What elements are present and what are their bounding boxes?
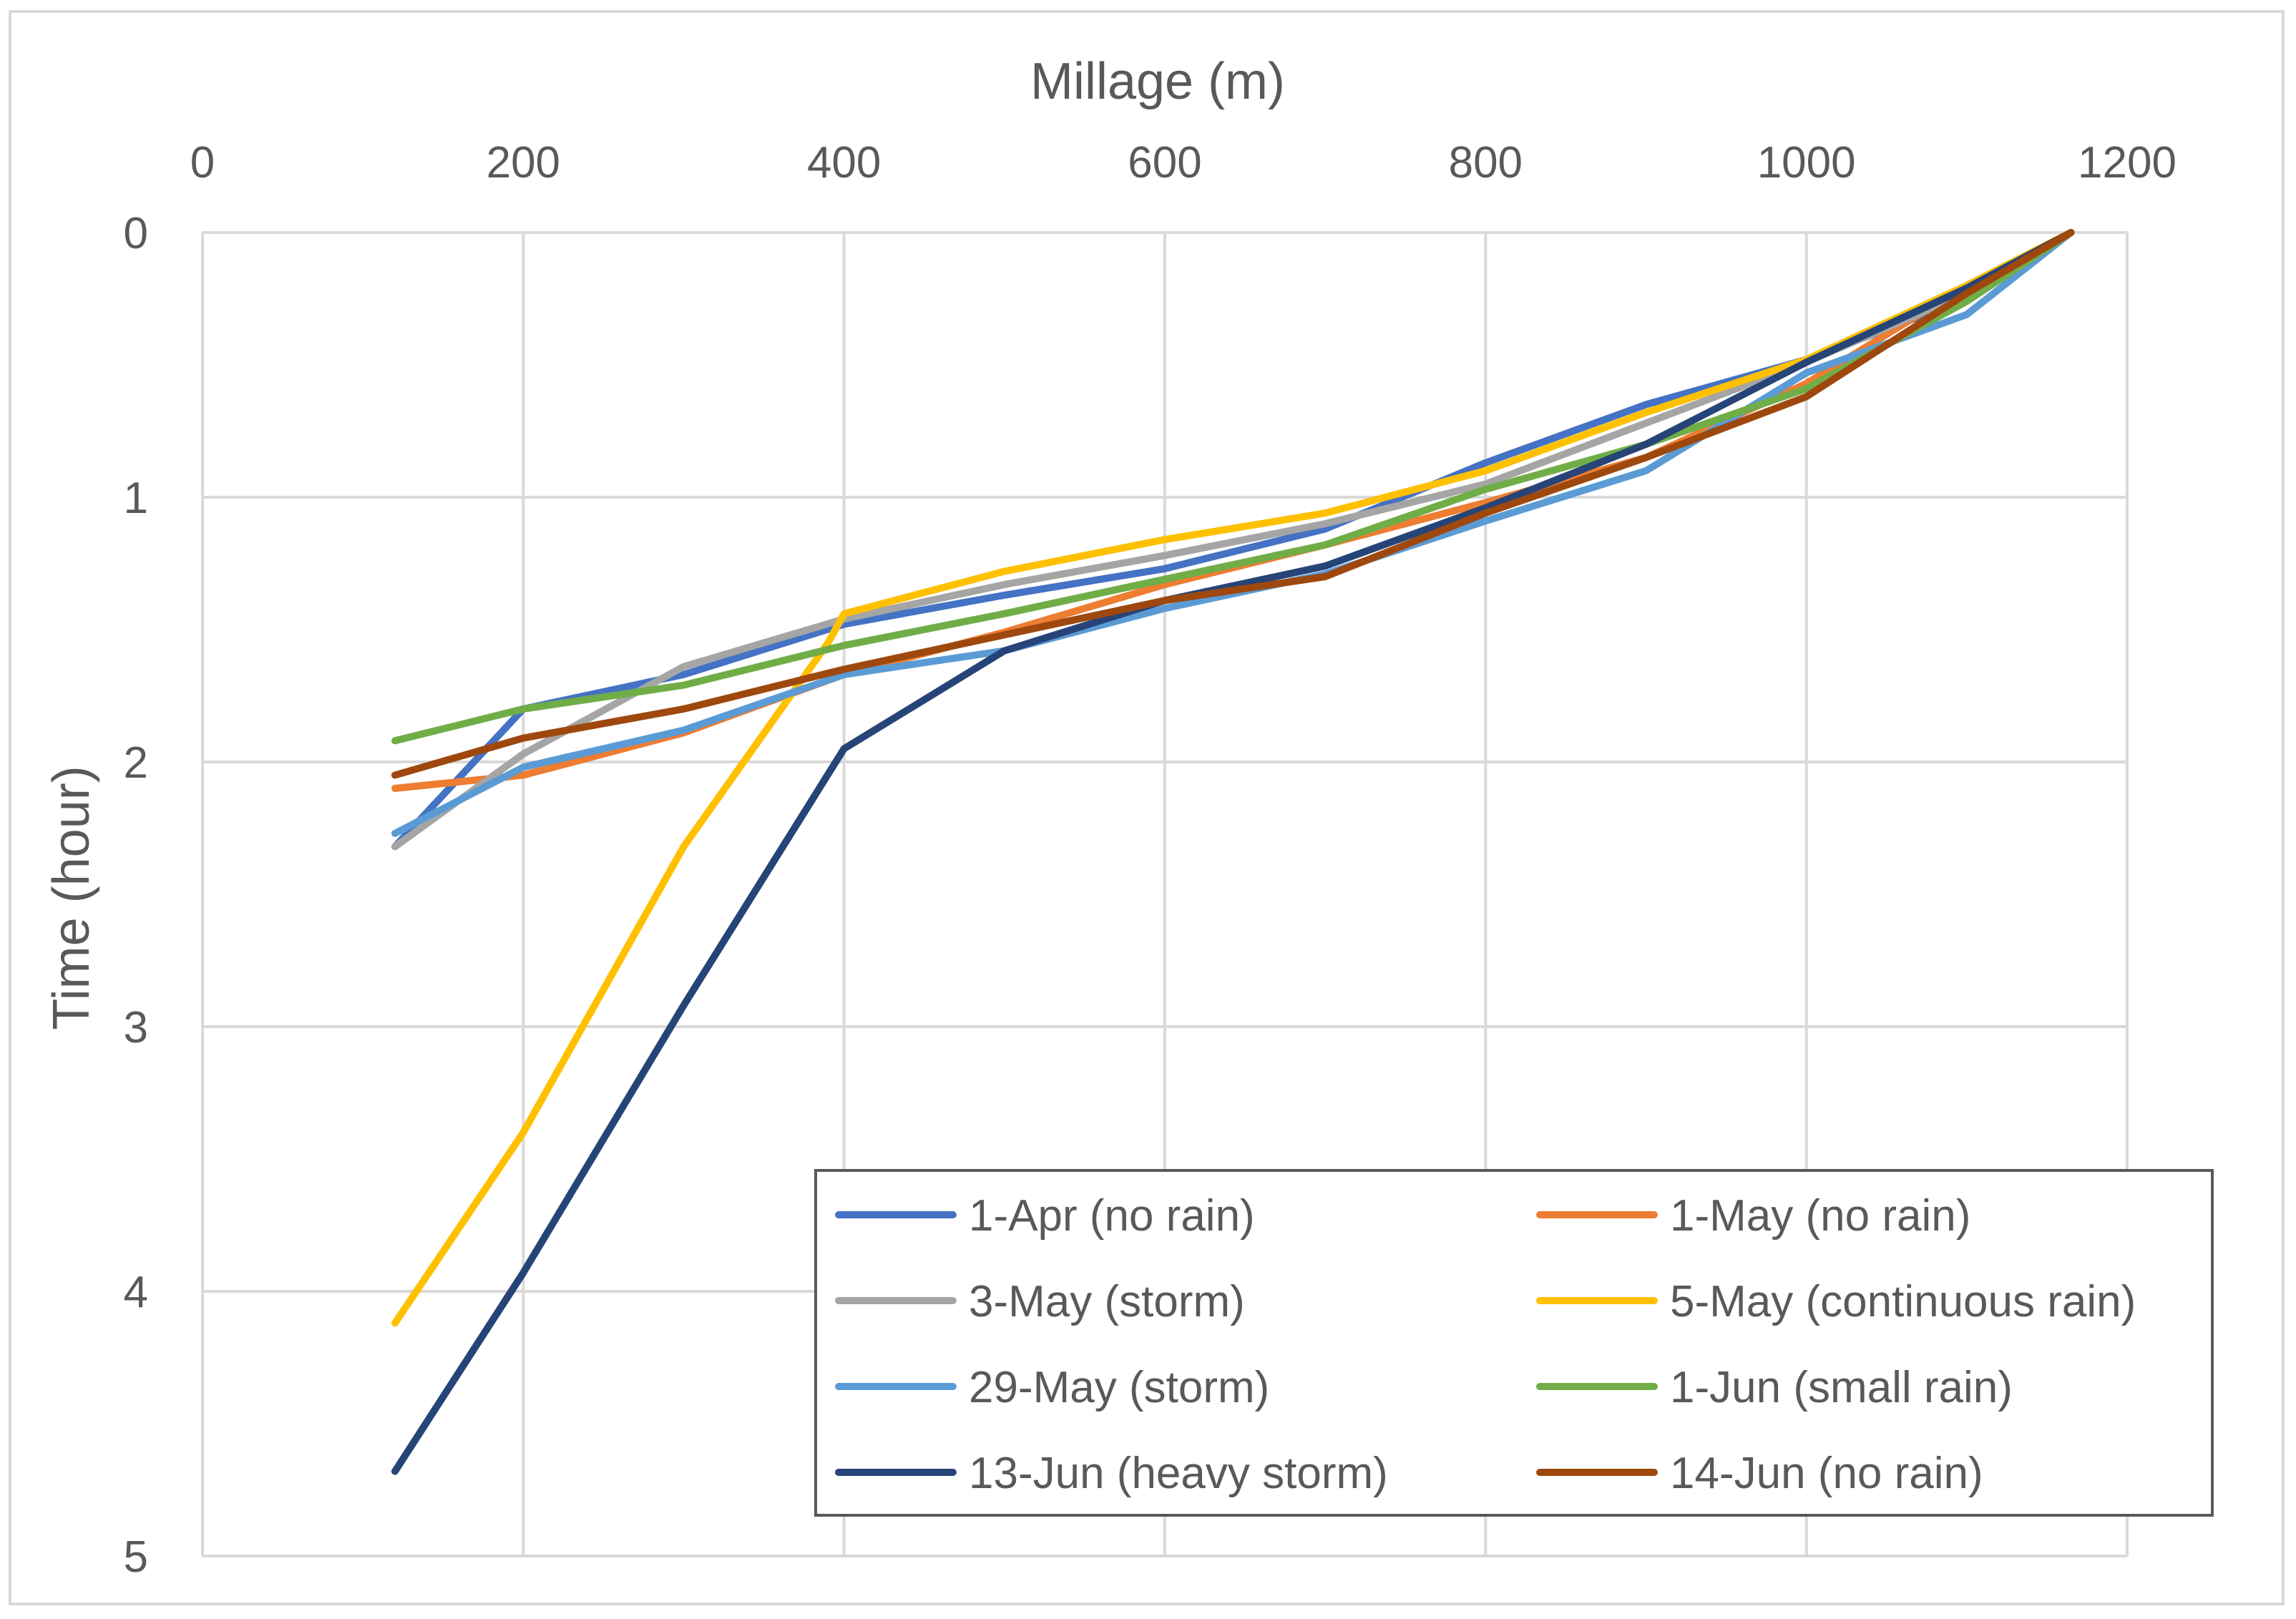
series-layer xyxy=(391,229,2075,1475)
series-line-1-jun-small-rain xyxy=(391,229,2075,745)
y-tick-label: 3 xyxy=(124,1003,148,1052)
legend-label: 1-May (no rain) xyxy=(1670,1191,1970,1241)
legend-label: 29-May (storm) xyxy=(969,1363,1269,1412)
series-line-14-jun-no-rain xyxy=(391,229,2075,779)
x-tick-label: 600 xyxy=(1128,138,1201,187)
legend-label: 1-Apr (no rain) xyxy=(969,1191,1255,1241)
x-tick-label: 1000 xyxy=(1757,138,1856,187)
legend-label: 3-May (storm) xyxy=(969,1277,1245,1326)
legend-box xyxy=(814,1169,2214,1517)
y-tick-label: 4 xyxy=(124,1268,148,1317)
tick-label-layer: 0 200 400 600 800 1000 1200 0 1 2 3 4 5 xyxy=(124,138,2177,1582)
legend: 1-Apr (no rain) 1-May (no rain) 3-May (sto… xyxy=(814,1169,2214,1517)
y-tick-label: 0 xyxy=(124,209,148,258)
x-tick-label: 200 xyxy=(487,138,560,187)
legend-items: 1-Apr (no rain) 1-May (no rain) 3-May (sto… xyxy=(835,1191,2136,1498)
legend-label: 14-Jun (no rain) xyxy=(1670,1449,1983,1498)
legend-label: 13-Jun (heavy storm) xyxy=(969,1449,1388,1498)
legend-label: 1-Jun (small rain) xyxy=(1670,1363,2013,1412)
y-axis-title: Time (hour) xyxy=(43,766,100,1029)
x-tick-label: 400 xyxy=(807,138,881,187)
x-tick-label: 1200 xyxy=(2078,138,2177,187)
x-axis-title: Millage (m) xyxy=(1030,53,1285,110)
y-tick-label: 1 xyxy=(124,474,148,523)
series-line-13-jun-heavy-storm xyxy=(391,229,2075,1475)
y-tick-label: 2 xyxy=(124,738,148,788)
legend-label: 5-May (continuous rain) xyxy=(1670,1277,2136,1326)
y-tick-label: 5 xyxy=(124,1532,148,1582)
x-tick-label: 800 xyxy=(1449,138,1523,187)
x-tick-label: 0 xyxy=(190,138,215,187)
